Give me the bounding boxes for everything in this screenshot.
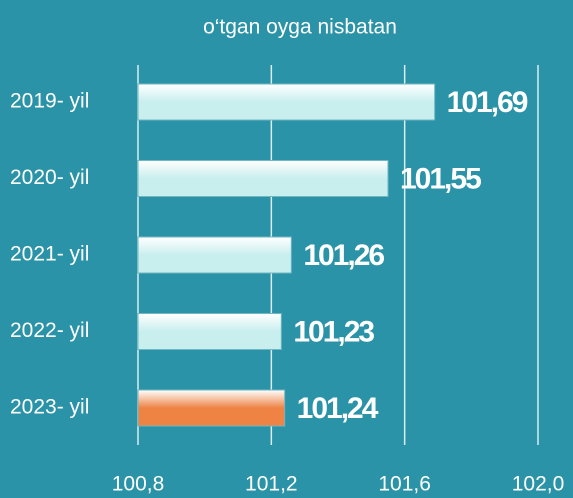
- y-tick-label: 2023- yil: [10, 396, 89, 419]
- bar: [137, 83, 436, 121]
- value-label: 101,55: [400, 162, 481, 195]
- y-tick-label: 2022- yil: [10, 319, 89, 342]
- value-label: 101,24: [297, 392, 379, 425]
- bar: [137, 236, 292, 274]
- y-tick-label: 2020- yil: [10, 166, 89, 189]
- y-tick-label: 2021- yil: [10, 243, 89, 266]
- chart-title: o‘tgan oyga nisbatan: [203, 16, 397, 39]
- x-tick-label: 101,6: [378, 473, 431, 496]
- value-label: 101,26: [303, 239, 384, 272]
- value-label: 101,23: [293, 315, 374, 348]
- x-tick-label: 102,0: [512, 473, 565, 496]
- x-tick-label: 101,2: [245, 473, 298, 496]
- bar: [137, 313, 282, 350]
- value-label: 101,69: [447, 86, 528, 119]
- bar: [137, 160, 389, 197]
- bar: [137, 389, 286, 427]
- x-tick-label: 100,8: [112, 473, 165, 496]
- y-tick-label: 2019- yil: [10, 90, 89, 113]
